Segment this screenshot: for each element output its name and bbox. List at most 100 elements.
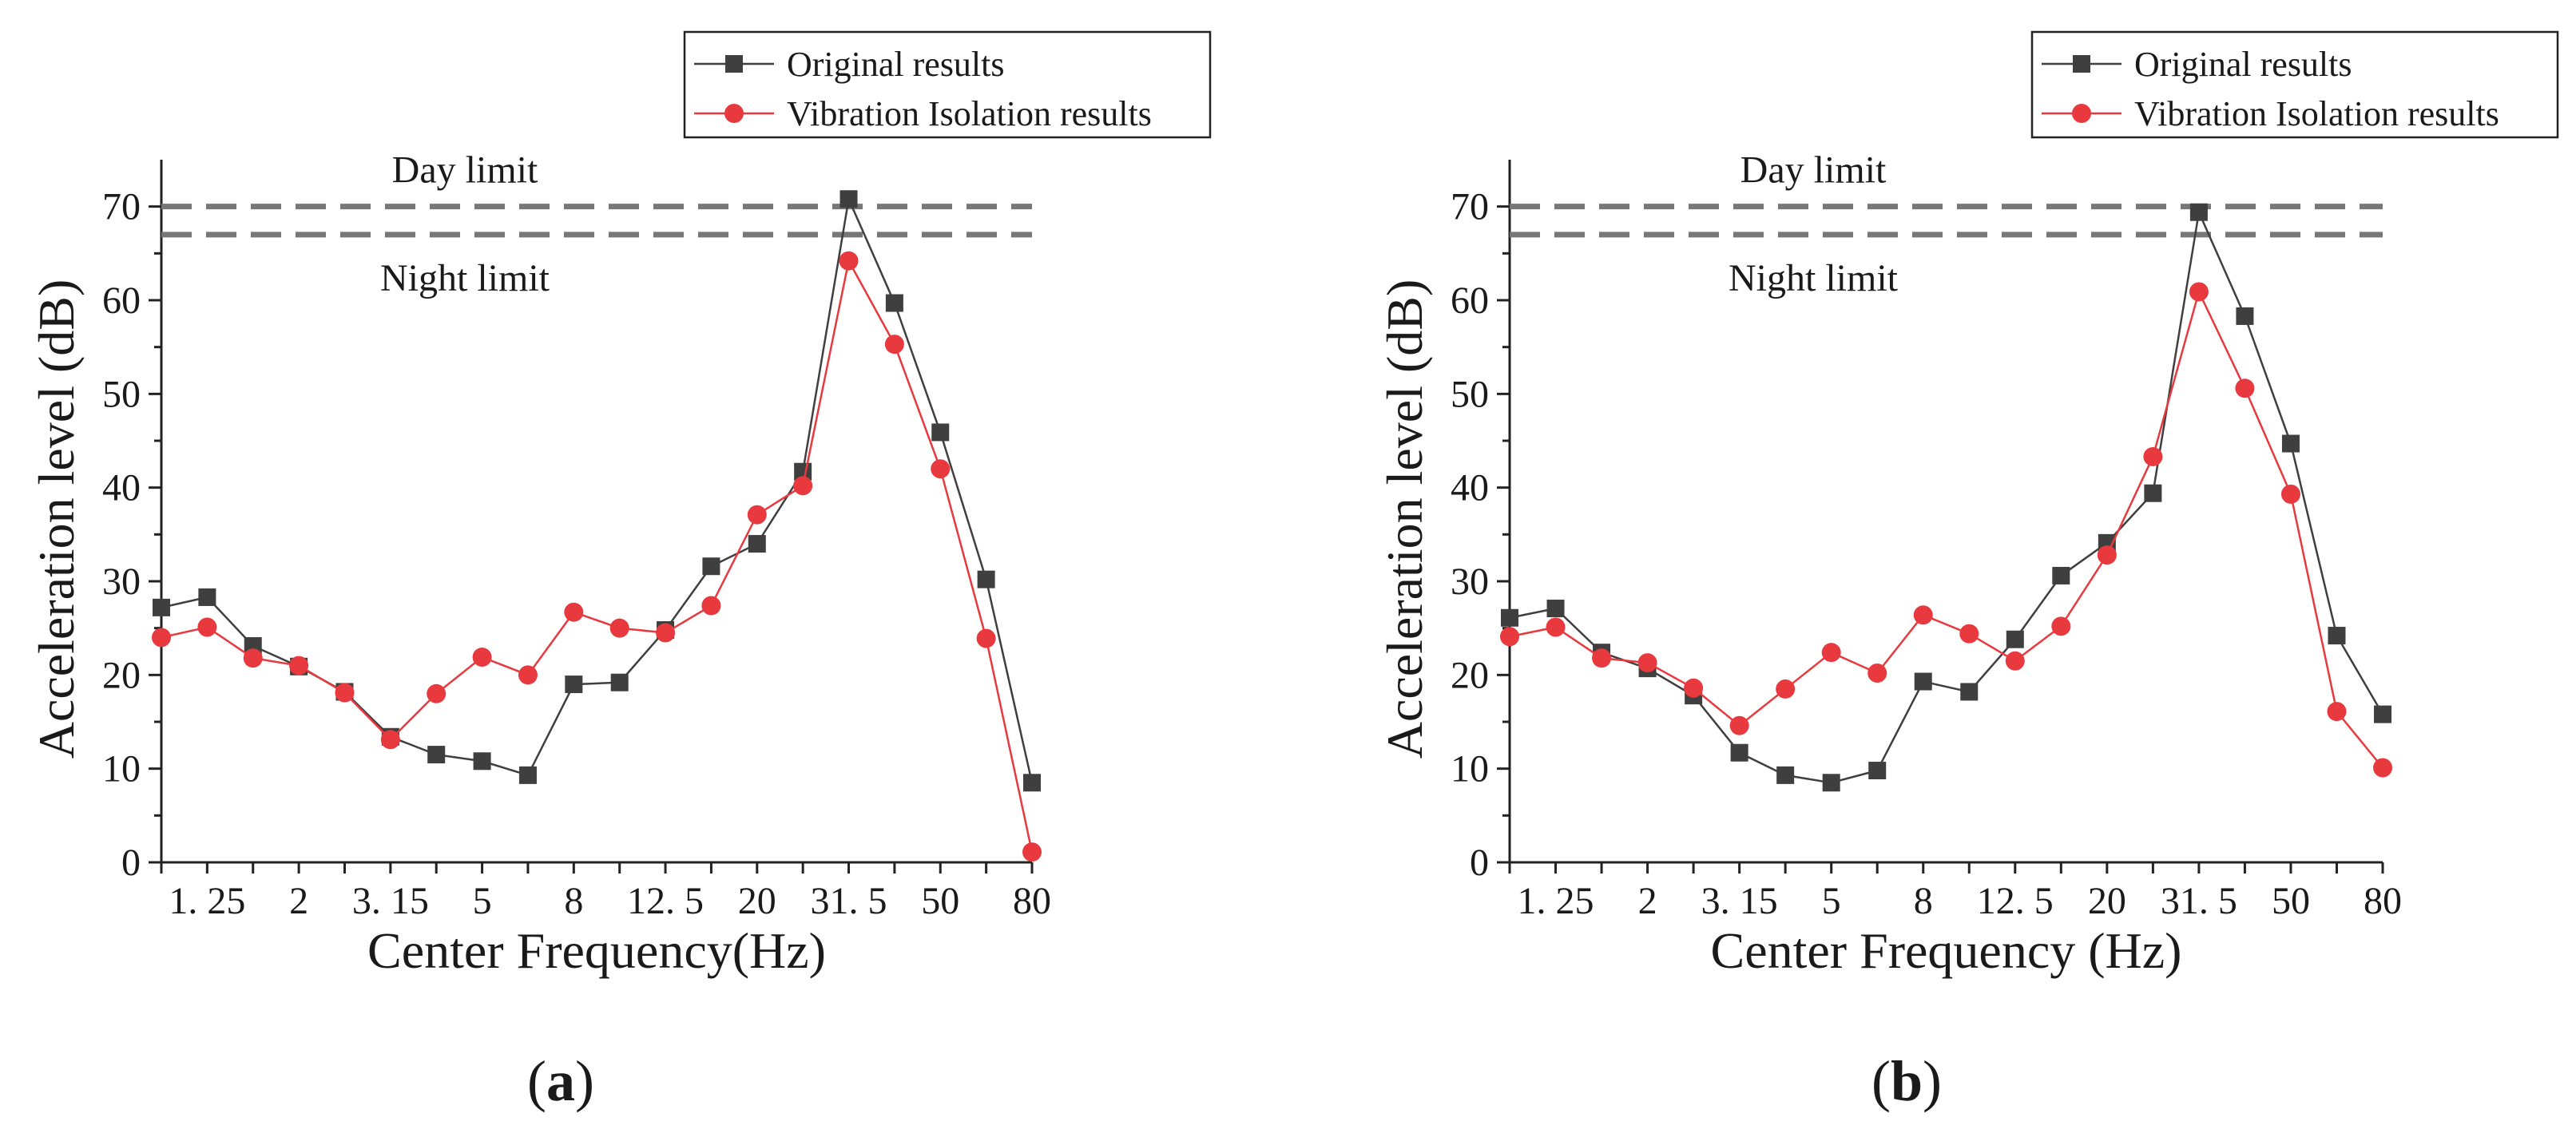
reference-label-night: Night limit xyxy=(380,257,550,299)
reference-label-night: Night limit xyxy=(1729,257,1899,299)
data-point xyxy=(793,476,813,496)
data-point xyxy=(2280,484,2300,504)
chart-panel-a: 0 10 20 30 40 50 60 70 1. 25 2 3. 15 5 8 12. 5 20 31. 5… xyxy=(28,30,1212,1113)
data-point xyxy=(1913,605,1933,625)
data-point xyxy=(1776,766,1795,784)
data-point xyxy=(2143,446,2163,466)
y-axis-title: Acceleration level (dB) xyxy=(28,279,85,759)
x-tick-label: 50 xyxy=(2272,880,2310,922)
data-point xyxy=(2189,203,2208,221)
y-tick-label: 50 xyxy=(1451,373,1489,415)
legend-box xyxy=(683,30,1212,139)
series-line xyxy=(1509,288,2383,769)
data-point xyxy=(2052,566,2070,584)
data-point xyxy=(747,505,767,525)
x-tick-label: 20 xyxy=(738,880,776,922)
data-point xyxy=(243,648,263,668)
series-isolation xyxy=(152,251,1042,862)
data-point xyxy=(2189,282,2209,302)
data-point xyxy=(1776,679,1796,699)
legend-marker-square xyxy=(2073,55,2090,73)
data-point xyxy=(839,190,858,208)
data-point xyxy=(1729,715,1749,735)
data-point xyxy=(427,683,447,703)
data-point xyxy=(1914,672,1932,691)
data-point xyxy=(702,557,720,576)
data-point xyxy=(518,766,537,784)
data-point xyxy=(472,648,492,668)
x-tick-label: 5 xyxy=(473,880,492,922)
y-axis-title: Acceleration level (dB) xyxy=(1376,279,1433,759)
x-tick-label: 2 xyxy=(289,880,308,922)
x-tick-label: 12. 5 xyxy=(627,880,704,922)
data-point xyxy=(564,602,584,622)
reference-label-day: Day limit xyxy=(1740,149,1887,192)
data-point xyxy=(1822,774,1840,792)
data-point xyxy=(1637,653,1657,673)
legend-box xyxy=(2030,30,2559,139)
y-tick-label: 70 xyxy=(102,186,141,228)
panel-label-letter: b xyxy=(1891,1049,1923,1113)
x-tick-label: 3. 15 xyxy=(1701,880,1778,922)
data-point xyxy=(565,675,583,694)
y-tick-label: 0 xyxy=(121,842,141,884)
data-point xyxy=(2327,702,2347,722)
data-point xyxy=(198,588,216,606)
data-point xyxy=(885,294,903,312)
data-point xyxy=(701,596,721,616)
chart-panel-b: 0 10 20 30 40 50 60 70 1. 25 2 3. 15 5 8 12. 5 20 31. 5… xyxy=(1376,30,2559,1113)
y-tick-label: 20 xyxy=(102,654,141,696)
x-tick-label: 31. 5 xyxy=(2161,880,2237,922)
data-point xyxy=(2236,307,2254,325)
x-tick-label: 1. 25 xyxy=(169,880,245,922)
x-tick-label: 1. 25 xyxy=(1518,880,1594,922)
x-axis-title: Center Frequency(Hz) xyxy=(367,922,826,979)
data-point xyxy=(2051,616,2071,636)
data-point xyxy=(1960,683,1979,701)
data-point xyxy=(1546,600,1565,618)
data-point xyxy=(2328,627,2346,645)
data-point xyxy=(977,570,995,588)
y-tick-label: 30 xyxy=(1451,561,1489,603)
series-line xyxy=(161,195,1034,783)
legend: Original results Vibration Isolation resu… xyxy=(683,30,1212,139)
data-point xyxy=(427,746,446,764)
x-axis-title: Center Frequency (Hz) xyxy=(1711,922,2182,979)
data-point xyxy=(1821,643,1841,663)
x-tick-label: 80 xyxy=(1013,880,1051,922)
data-point xyxy=(2006,630,2024,648)
legend: Original results Vibration Isolation resu… xyxy=(2030,30,2559,139)
series-original xyxy=(1501,203,2391,792)
series-isolation xyxy=(1500,282,2392,778)
y-tick-label: 0 xyxy=(1470,842,1489,884)
data-point xyxy=(1022,842,1042,862)
y-tick-label: 60 xyxy=(1451,279,1489,322)
data-point xyxy=(2235,378,2255,398)
legend-label: Original results xyxy=(787,45,1005,84)
y-tick-label: 60 xyxy=(102,279,141,322)
data-point xyxy=(1868,762,1887,780)
data-point xyxy=(1500,627,1519,647)
data-point xyxy=(610,673,629,691)
panel-label: (b) xyxy=(1871,1049,1942,1113)
x-tick-label: 3. 15 xyxy=(352,880,429,922)
data-point xyxy=(1868,663,1887,683)
series-line xyxy=(1509,208,2384,784)
y-tick-label: 10 xyxy=(1451,748,1489,790)
data-point xyxy=(931,459,951,479)
data-point xyxy=(289,656,309,675)
data-point xyxy=(1501,608,1518,627)
data-point xyxy=(2144,484,2162,502)
data-point xyxy=(380,730,400,750)
x-tick-label: 20 xyxy=(2088,880,2126,922)
x-tick-label: 2 xyxy=(1638,880,1657,922)
legend-marker-circle xyxy=(724,104,744,123)
y-tick-label: 20 xyxy=(1451,654,1489,696)
data-point xyxy=(335,683,355,703)
data-point xyxy=(152,628,171,648)
x-tick-label: 31. 5 xyxy=(811,880,887,922)
data-point xyxy=(2097,545,2117,565)
x-tick-label: 50 xyxy=(921,880,959,922)
reference-label-day: Day limit xyxy=(392,149,538,192)
